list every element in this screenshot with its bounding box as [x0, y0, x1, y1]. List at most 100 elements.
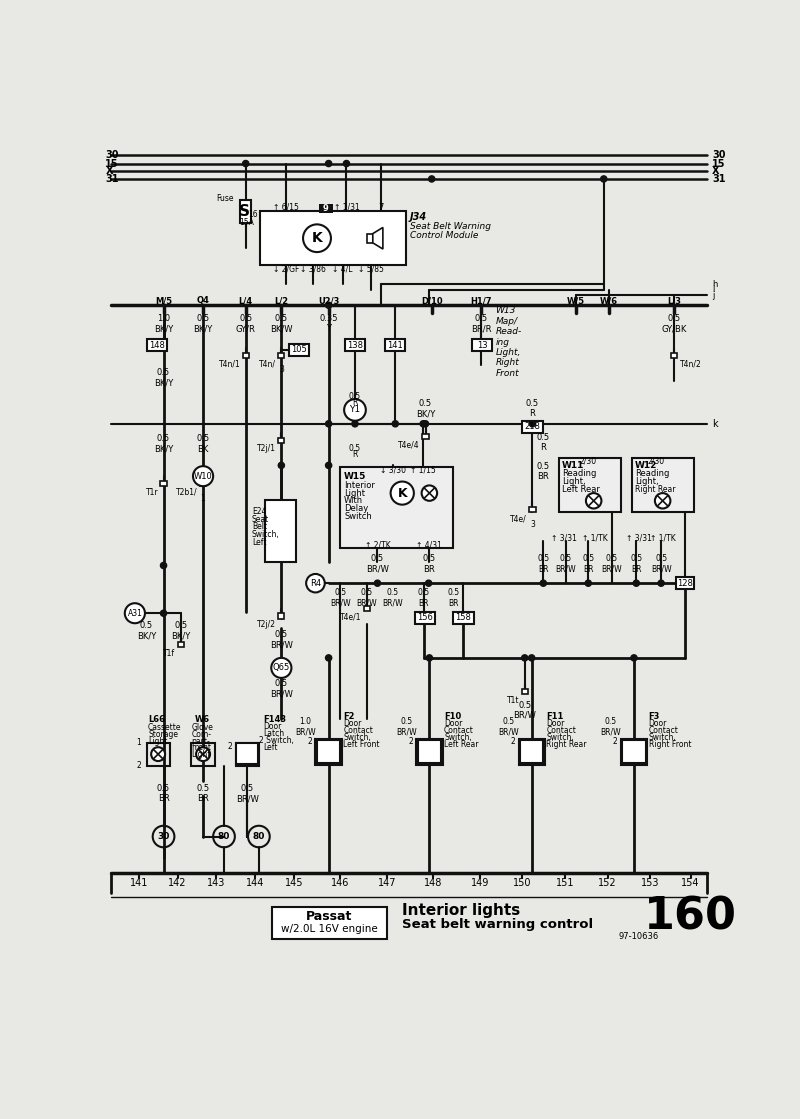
Circle shape — [429, 176, 435, 182]
Text: 154: 154 — [682, 877, 700, 887]
Text: J34: J34 — [410, 213, 427, 223]
Text: j: j — [712, 291, 714, 300]
Bar — [146, 743, 170, 765]
Text: Contact: Contact — [546, 726, 576, 735]
Text: 0.5
BK/Y: 0.5 BK/Y — [137, 621, 156, 641]
Text: X: X — [106, 167, 113, 176]
Text: 160: 160 — [644, 895, 737, 938]
Text: 80: 80 — [253, 833, 265, 841]
Text: R4: R4 — [310, 579, 321, 587]
Text: 1.0
BK/Y: 1.0 BK/Y — [154, 314, 173, 333]
Text: T4e/4: T4e/4 — [398, 441, 420, 450]
Circle shape — [585, 580, 591, 586]
Circle shape — [634, 580, 639, 586]
Text: T2b1/: T2b1/ — [176, 488, 198, 497]
Text: ↓ 4/L: ↓ 4/L — [332, 264, 353, 273]
Text: Contact: Contact — [444, 726, 474, 735]
Text: 149: 149 — [470, 877, 489, 887]
Circle shape — [326, 462, 332, 469]
Text: Switch,: Switch, — [546, 733, 574, 742]
Circle shape — [658, 580, 664, 586]
Text: 0.5
BK: 0.5 BK — [197, 434, 210, 453]
Text: 0.5
BR: 0.5 BR — [537, 462, 550, 481]
Text: Switch,: Switch, — [649, 733, 677, 742]
Bar — [522, 688, 528, 694]
Text: With: With — [344, 497, 363, 506]
Bar — [418, 741, 441, 763]
Text: Seat: Seat — [252, 515, 269, 524]
Text: ↑ 2/TK: ↑ 2/TK — [365, 540, 390, 549]
Text: Q65: Q65 — [273, 664, 290, 673]
Text: T4n/2: T4n/2 — [680, 359, 702, 368]
Circle shape — [125, 603, 145, 623]
Circle shape — [426, 580, 432, 586]
Text: T1t: T1t — [506, 696, 519, 705]
Bar — [363, 605, 370, 611]
Text: L/4: L/4 — [238, 297, 253, 305]
Text: Light,: Light, — [562, 477, 586, 486]
Text: 146: 146 — [331, 877, 350, 887]
Text: 15: 15 — [106, 159, 119, 169]
Bar — [161, 481, 166, 486]
Polygon shape — [373, 227, 383, 250]
Text: 30: 30 — [106, 150, 119, 160]
Text: 0.5
BR: 0.5 BR — [447, 589, 459, 608]
Text: W11: W11 — [562, 461, 584, 470]
Text: 141: 141 — [130, 877, 148, 887]
Text: 2: 2 — [613, 736, 618, 745]
Text: Door: Door — [649, 718, 667, 727]
Text: Reading: Reading — [634, 469, 669, 478]
Text: K: K — [312, 232, 322, 245]
Text: 141: 141 — [387, 341, 403, 350]
Circle shape — [352, 421, 358, 426]
Circle shape — [586, 493, 602, 508]
Text: 0.5
BR: 0.5 BR — [157, 783, 170, 803]
Text: Latch: Latch — [262, 728, 284, 737]
Circle shape — [278, 462, 285, 469]
Circle shape — [655, 493, 670, 508]
Text: Light: Light — [148, 736, 167, 745]
Circle shape — [392, 421, 398, 426]
Bar — [454, 612, 474, 624]
Text: 2: 2 — [408, 736, 413, 745]
Text: 150: 150 — [513, 877, 532, 887]
Text: 0.5
BR/W: 0.5 BR/W — [366, 554, 389, 574]
Text: Left Front: Left Front — [343, 740, 380, 749]
Text: 0.5
BR/W: 0.5 BR/W — [270, 630, 293, 650]
Bar — [558, 458, 621, 511]
Text: 0.5
BR/W: 0.5 BR/W — [270, 679, 293, 698]
Text: 144: 144 — [246, 877, 264, 887]
Text: Right Rear: Right Rear — [634, 485, 675, 493]
Text: Seat belt warning control: Seat belt warning control — [402, 918, 594, 931]
Bar — [522, 421, 542, 433]
Text: T4n/: T4n/ — [259, 359, 276, 368]
Bar — [146, 339, 166, 351]
Text: k: k — [712, 419, 718, 429]
Text: ↓ 5/85: ↓ 5/85 — [358, 264, 384, 273]
Text: 0.5: 0.5 — [349, 444, 361, 453]
Circle shape — [529, 655, 534, 661]
Text: K: K — [398, 487, 407, 499]
Text: Passat: Passat — [306, 910, 353, 923]
Text: W13
Map/
Read-
ing
Light,
Right
Front: W13 Map/ Read- ing Light, Right Front — [495, 307, 522, 378]
Bar — [200, 481, 206, 486]
Bar — [621, 739, 647, 765]
Bar — [622, 741, 646, 763]
Text: E24: E24 — [252, 507, 266, 516]
Text: Q4: Q4 — [197, 297, 210, 305]
Circle shape — [242, 160, 249, 167]
Bar — [345, 339, 365, 351]
Text: F2: F2 — [343, 712, 355, 721]
Bar — [315, 739, 342, 765]
Text: Glove: Glove — [191, 723, 214, 732]
Text: 143: 143 — [207, 877, 226, 887]
Text: Door: Door — [343, 718, 362, 727]
Bar — [414, 612, 435, 624]
Text: ↑ 4/31: ↑ 4/31 — [416, 540, 442, 549]
Text: w/2.0L 16V engine: w/2.0L 16V engine — [281, 924, 378, 934]
Bar — [278, 613, 285, 619]
Text: L/2: L/2 — [274, 297, 289, 305]
Text: 0.5
GY/BK: 0.5 GY/BK — [662, 314, 687, 333]
Text: 0.5
BR/W: 0.5 BR/W — [396, 717, 417, 737]
Text: W/6: W/6 — [600, 297, 618, 305]
